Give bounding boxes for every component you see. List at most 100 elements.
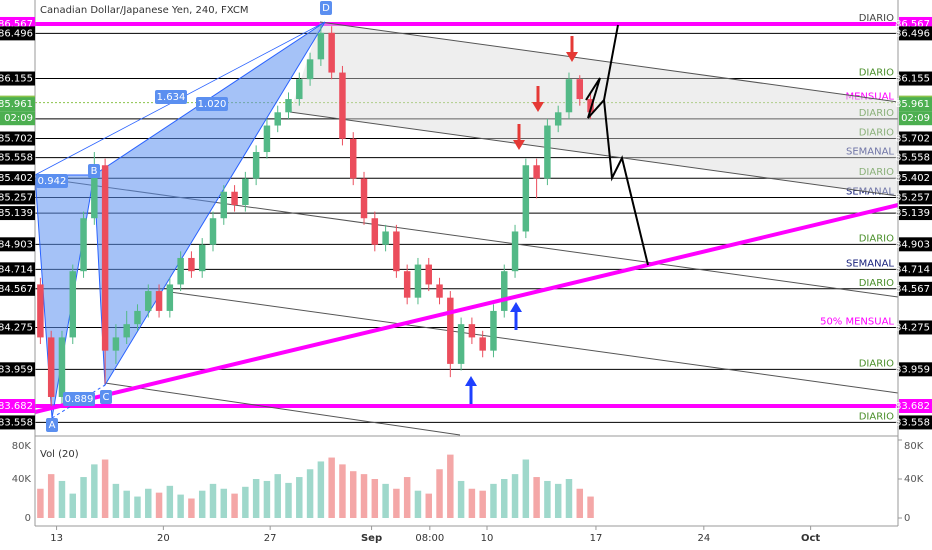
volume-bar bbox=[166, 485, 174, 518]
volume-bar bbox=[177, 494, 184, 518]
y-tick-label: 85.558 bbox=[895, 153, 930, 164]
y-tick-box bbox=[899, 281, 932, 296]
y-tick-box bbox=[0, 97, 35, 112]
x-tick-label: Oct bbox=[801, 533, 820, 544]
candle-body bbox=[371, 218, 379, 245]
arrow-head bbox=[532, 102, 544, 112]
projection bbox=[603, 99, 649, 266]
label-box bbox=[63, 392, 95, 406]
candle-body bbox=[91, 165, 98, 219]
arrow-head bbox=[510, 302, 522, 312]
volume-bar bbox=[198, 490, 206, 518]
y-tick-label: 86.496 bbox=[0, 28, 33, 39]
candle-body bbox=[166, 284, 174, 311]
y-tick-label: 86.496 bbox=[895, 28, 930, 39]
point-label: B bbox=[91, 166, 98, 177]
y-tick-box bbox=[899, 171, 932, 186]
volume-bar bbox=[91, 464, 98, 518]
y-tick-box bbox=[899, 262, 932, 277]
x-tick-label: 13 bbox=[50, 533, 63, 544]
y-tick-box bbox=[0, 237, 35, 252]
volume-bar bbox=[587, 496, 594, 518]
candle-body bbox=[414, 264, 422, 298]
candle-body bbox=[349, 138, 357, 179]
trend-line bbox=[34, 203, 899, 414]
candle-body bbox=[252, 152, 260, 179]
ratio-label: 1.634 bbox=[157, 92, 186, 103]
y-tick-box bbox=[899, 71, 932, 86]
volume-bar bbox=[349, 471, 357, 518]
x-tick-label: 24 bbox=[697, 533, 710, 544]
countdown-box bbox=[0, 111, 35, 126]
volume-bar bbox=[479, 490, 486, 518]
candle-body bbox=[285, 99, 292, 113]
volume-bar bbox=[501, 479, 508, 518]
y-tick-label: 85.257 bbox=[0, 192, 33, 203]
volume-bar bbox=[436, 469, 443, 518]
y-tick-label: 86.567 bbox=[895, 19, 930, 30]
y-tick-box bbox=[899, 399, 932, 413]
y-tick-box bbox=[0, 71, 35, 86]
ratio-label: 1.020 bbox=[198, 99, 227, 110]
level-label: SEMANAL bbox=[846, 147, 894, 158]
y-tick-label: 83.959 bbox=[895, 364, 930, 375]
candle-body bbox=[306, 59, 314, 80]
volume-bar bbox=[37, 488, 44, 518]
candle-body bbox=[101, 165, 109, 351]
volume-bar bbox=[274, 474, 281, 518]
volume-bar bbox=[425, 493, 432, 518]
volume-bar bbox=[576, 488, 584, 518]
candle-body bbox=[69, 271, 76, 338]
ratio-label: 0.942 bbox=[38, 176, 67, 187]
volume-bar bbox=[371, 479, 379, 518]
y-tick-box bbox=[0, 320, 35, 335]
y-tick-label: 84.903 bbox=[0, 239, 33, 250]
candle-body bbox=[565, 79, 573, 113]
candle-body bbox=[490, 310, 497, 351]
candle-body bbox=[112, 337, 120, 351]
volume-bar bbox=[360, 474, 368, 518]
volume-bar bbox=[306, 469, 314, 518]
y-tick-label: 83.558 bbox=[895, 417, 930, 428]
candle-body bbox=[533, 165, 540, 179]
volume-bar bbox=[145, 488, 152, 518]
level-label: 50% MENSUAL bbox=[820, 316, 894, 327]
y-tick-label: 85.139 bbox=[895, 208, 930, 219]
volume-tick-label: 80K bbox=[904, 441, 924, 452]
y-tick-label: 83.682 bbox=[0, 401, 33, 412]
label-box bbox=[155, 90, 187, 104]
volume-bar bbox=[209, 483, 217, 518]
candle-body bbox=[554, 112, 562, 126]
y-tick-box bbox=[899, 190, 932, 205]
y-tick-box bbox=[0, 206, 35, 221]
x-tick-label: Sep bbox=[361, 533, 382, 544]
volume-bar bbox=[393, 488, 400, 518]
candle-body bbox=[47, 337, 55, 397]
y-tick-label: 83.558 bbox=[0, 417, 33, 428]
x-tick-label: 08:00 bbox=[415, 533, 444, 544]
volume-tick-label: 40K bbox=[904, 474, 924, 485]
volume-bar bbox=[134, 496, 141, 518]
candle-body bbox=[58, 337, 66, 397]
volume-bar bbox=[123, 490, 130, 518]
volume-bar bbox=[47, 474, 55, 518]
projection bbox=[585, 24, 619, 119]
candle-body bbox=[479, 337, 486, 351]
candle-body bbox=[522, 165, 530, 232]
candle-body bbox=[263, 125, 271, 153]
countdown-box bbox=[899, 111, 932, 126]
volume-bar bbox=[220, 488, 228, 518]
y-tick-label: 85.961 bbox=[0, 99, 33, 110]
volume-bar bbox=[447, 454, 454, 518]
candle-body bbox=[511, 231, 519, 272]
label-box bbox=[46, 418, 58, 432]
y-tick-box bbox=[899, 26, 932, 41]
volume-bar bbox=[533, 477, 540, 518]
volume-bar bbox=[296, 477, 303, 518]
candle-body bbox=[209, 218, 217, 245]
candle-body bbox=[123, 324, 130, 338]
volume-tick-label: 0 bbox=[904, 513, 910, 524]
y-tick-label: 86.567 bbox=[0, 19, 33, 30]
channel-fill bbox=[290, 22, 898, 196]
y-tick-label: 83.682 bbox=[895, 401, 930, 412]
